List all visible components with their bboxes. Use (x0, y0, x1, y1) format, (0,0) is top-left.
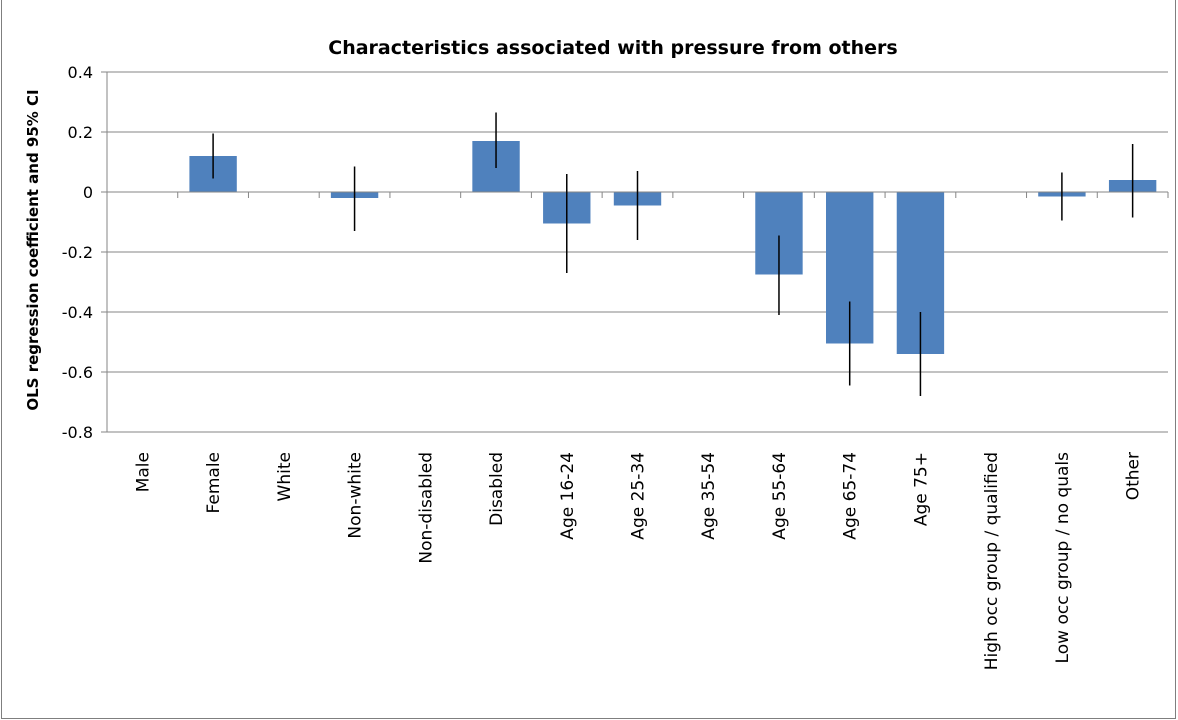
x-category-label: Age 25-34 (629, 452, 649, 540)
x-category-label: Other (1124, 452, 1144, 500)
x-category-label: Age 16-24 (558, 452, 578, 540)
y-axis-ticks: 0.4 0.2 0 -0.2 -0.4 -0.6 -0.8 (62, 63, 107, 442)
y-tick-label: 0.2 (68, 123, 93, 142)
y-tick-label: -0.2 (62, 243, 93, 262)
y-tick-label: -0.8 (62, 423, 93, 442)
x-category-label: Age 35-54 (699, 452, 719, 540)
x-category-label: Low occ group / no quals (1053, 452, 1073, 664)
x-category-label: Age 75+ (911, 452, 931, 526)
x-category-label: Male (133, 452, 153, 492)
x-category-label: High occ group / qualified (982, 452, 1002, 670)
x-category-label: White (275, 452, 295, 501)
chart-title: Characteristics associated with pressure… (328, 37, 897, 59)
y-tick-label: 0.4 (68, 63, 93, 82)
x-category-label: Age 55-64 (770, 452, 790, 540)
bars (189, 141, 1157, 354)
y-tick-label: -0.4 (62, 303, 93, 322)
gridlines (107, 71, 1168, 433)
x-axis-labels: Male Female White Non-white Non-disabled Disa… (133, 452, 1143, 670)
x-category-label: Female (204, 452, 224, 513)
y-axis-label: OLS regression coefficient and 95% CI (24, 89, 42, 410)
x-category-label: Age 65-74 (841, 452, 861, 540)
x-category-label: Non-white (346, 452, 366, 539)
y-tick-label: -0.6 (62, 363, 93, 382)
x-category-label: Non-disabled (416, 452, 436, 564)
x-category-label: Disabled (487, 452, 507, 526)
y-tick-label: 0 (83, 183, 93, 202)
error-bars (212, 112, 1134, 396)
